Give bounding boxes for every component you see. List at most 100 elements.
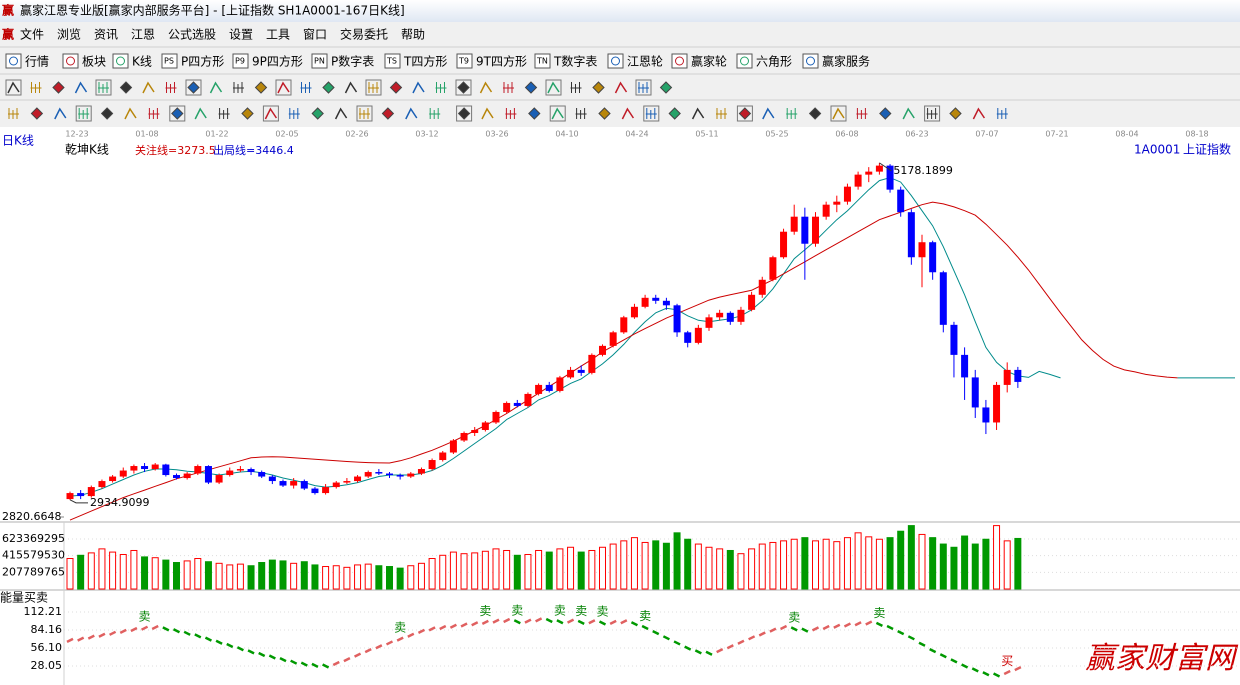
moving-average: [69, 201, 1178, 521]
toolbar-glyph: [171, 107, 184, 120]
menu-item[interactable]: 窗口: [303, 28, 327, 42]
menu-item[interactable]: 帮助: [401, 28, 425, 42]
toolbar-icon[interactable]: [356, 105, 373, 122]
toolbar-icon[interactable]: [456, 53, 473, 69]
toolbar-icon[interactable]: [534, 53, 551, 69]
menu-item[interactable]: 设置: [229, 28, 253, 42]
volume-bar: [705, 546, 713, 590]
toolbar-icon[interactable]: [5, 53, 22, 69]
toolbar-icon[interactable]: [802, 53, 819, 69]
toolbar-glyph: [194, 107, 207, 120]
volume-bar: [918, 533, 926, 590]
volume-bar: [929, 537, 937, 590]
signal-label: 卖: [479, 604, 491, 618]
toolbar-icon[interactable]: [185, 79, 202, 96]
indicator-dash: [279, 657, 287, 663]
toolbar-label[interactable]: 板块: [82, 55, 106, 69]
toolbar-label[interactable]: 赢家服务: [822, 54, 870, 69]
toolbar-glyph: [124, 107, 137, 120]
signal-label: 卖: [394, 621, 406, 635]
toolbar-glyph: [638, 82, 649, 93]
candle-body: [268, 476, 276, 482]
toolbar-icon[interactable]: [232, 53, 249, 69]
menu-item[interactable]: 文件: [20, 27, 44, 42]
volume-bar: [577, 551, 585, 590]
toolbar-icon[interactable]: [365, 79, 382, 96]
toolbar-label[interactable]: 9P四方形: [252, 54, 303, 69]
indicator-dash: [694, 649, 702, 655]
menu-item[interactable]: 公式选股: [168, 28, 216, 42]
toolbar-label[interactable]: 赢家轮: [691, 54, 727, 69]
toolbar-glyph: [691, 107, 705, 120]
candle-body: [843, 186, 851, 202]
volume-bar: [417, 562, 425, 590]
toolbar-label[interactable]: 行情: [25, 55, 49, 69]
indicator-dash: [684, 645, 692, 651]
toolbar-glyph: [300, 82, 312, 93]
menu-item[interactable]: 江恩: [131, 28, 155, 42]
menu-item[interactable]: 工具: [266, 28, 290, 42]
toolbar-icon[interactable]: [161, 53, 178, 69]
toolbar-icon[interactable]: [262, 105, 279, 122]
candle-body: [673, 305, 681, 333]
volume-bar: [556, 548, 564, 590]
toolbar-icon[interactable]: [607, 53, 624, 69]
candle-body: [471, 429, 479, 433]
menu-item[interactable]: 资讯: [94, 28, 118, 42]
toolbar-glyph: [481, 107, 494, 120]
indicator-dash: [907, 635, 915, 641]
toolbar-icon[interactable]: [75, 105, 92, 122]
exit-line: 出局线=3446.4: [213, 143, 294, 157]
toolbar-icon[interactable]: [830, 105, 847, 122]
toolbar-icon[interactable]: [549, 105, 566, 122]
toolbar-icon[interactable]: [311, 53, 328, 69]
candle-body: [1003, 369, 1011, 385]
toolbar-label[interactable]: 9T四方形: [476, 54, 527, 69]
indicator-dash: [929, 648, 937, 654]
toolbar-label[interactable]: 六角形: [756, 55, 792, 69]
toolbar-glyph: [54, 107, 67, 120]
toolbar-icon[interactable]: [924, 105, 941, 122]
volume-bar: [279, 560, 287, 590]
toolbar-glyph: [116, 56, 125, 66]
toolbar-icon[interactable]: [112, 53, 129, 69]
toolbar-icon[interactable]: [5, 79, 22, 96]
toolbar-label[interactable]: T数字表: [553, 54, 597, 69]
candle-body: [939, 272, 947, 325]
toolbar-icon[interactable]: [671, 53, 688, 69]
indicator-dash: [971, 667, 979, 673]
volume-bar: [673, 532, 681, 590]
toolbar-icon[interactable]: [62, 53, 79, 69]
toolbar-glyph: [524, 81, 538, 94]
app-icon: 赢: [2, 3, 14, 18]
candle-body: [694, 327, 702, 343]
toolbar-icon[interactable]: [384, 53, 401, 69]
toolbar-label[interactable]: 江恩轮: [627, 55, 663, 69]
toolbar-icon[interactable]: [643, 105, 660, 122]
toolbar-icon[interactable]: [456, 105, 473, 122]
toolbar-glyph: [344, 81, 358, 94]
toolbar-icon[interactable]: [455, 79, 472, 96]
toolbar-glyph: [528, 107, 541, 120]
indicator-dash: [375, 644, 383, 650]
toolbar-label[interactable]: P四方形: [181, 54, 224, 69]
menu-icon: 赢: [2, 27, 14, 42]
volume-bar: [1014, 537, 1022, 590]
indicator-dash: [300, 661, 308, 667]
toolbar-icon[interactable]: [545, 79, 562, 96]
toolbar-glyph: [806, 56, 815, 66]
menu-item[interactable]: 交易委托: [340, 27, 388, 42]
toolbar-icon[interactable]: [736, 105, 753, 122]
toolbar-icon[interactable]: [635, 79, 652, 96]
toolbar-glyph: [996, 108, 1008, 119]
menu-item[interactable]: 浏览: [57, 27, 81, 42]
toolbar-label[interactable]: T四方形: [403, 54, 447, 69]
volume-bar: [194, 558, 202, 590]
toolbar-label[interactable]: P数字表: [331, 54, 374, 69]
toolbar-label[interactable]: K线: [132, 55, 152, 69]
toolbar-icon[interactable]: [95, 79, 112, 96]
toolbar-icon[interactable]: [169, 105, 186, 122]
toolbar-icon[interactable]: [736, 53, 753, 69]
toolbar-icon[interactable]: [275, 79, 292, 96]
